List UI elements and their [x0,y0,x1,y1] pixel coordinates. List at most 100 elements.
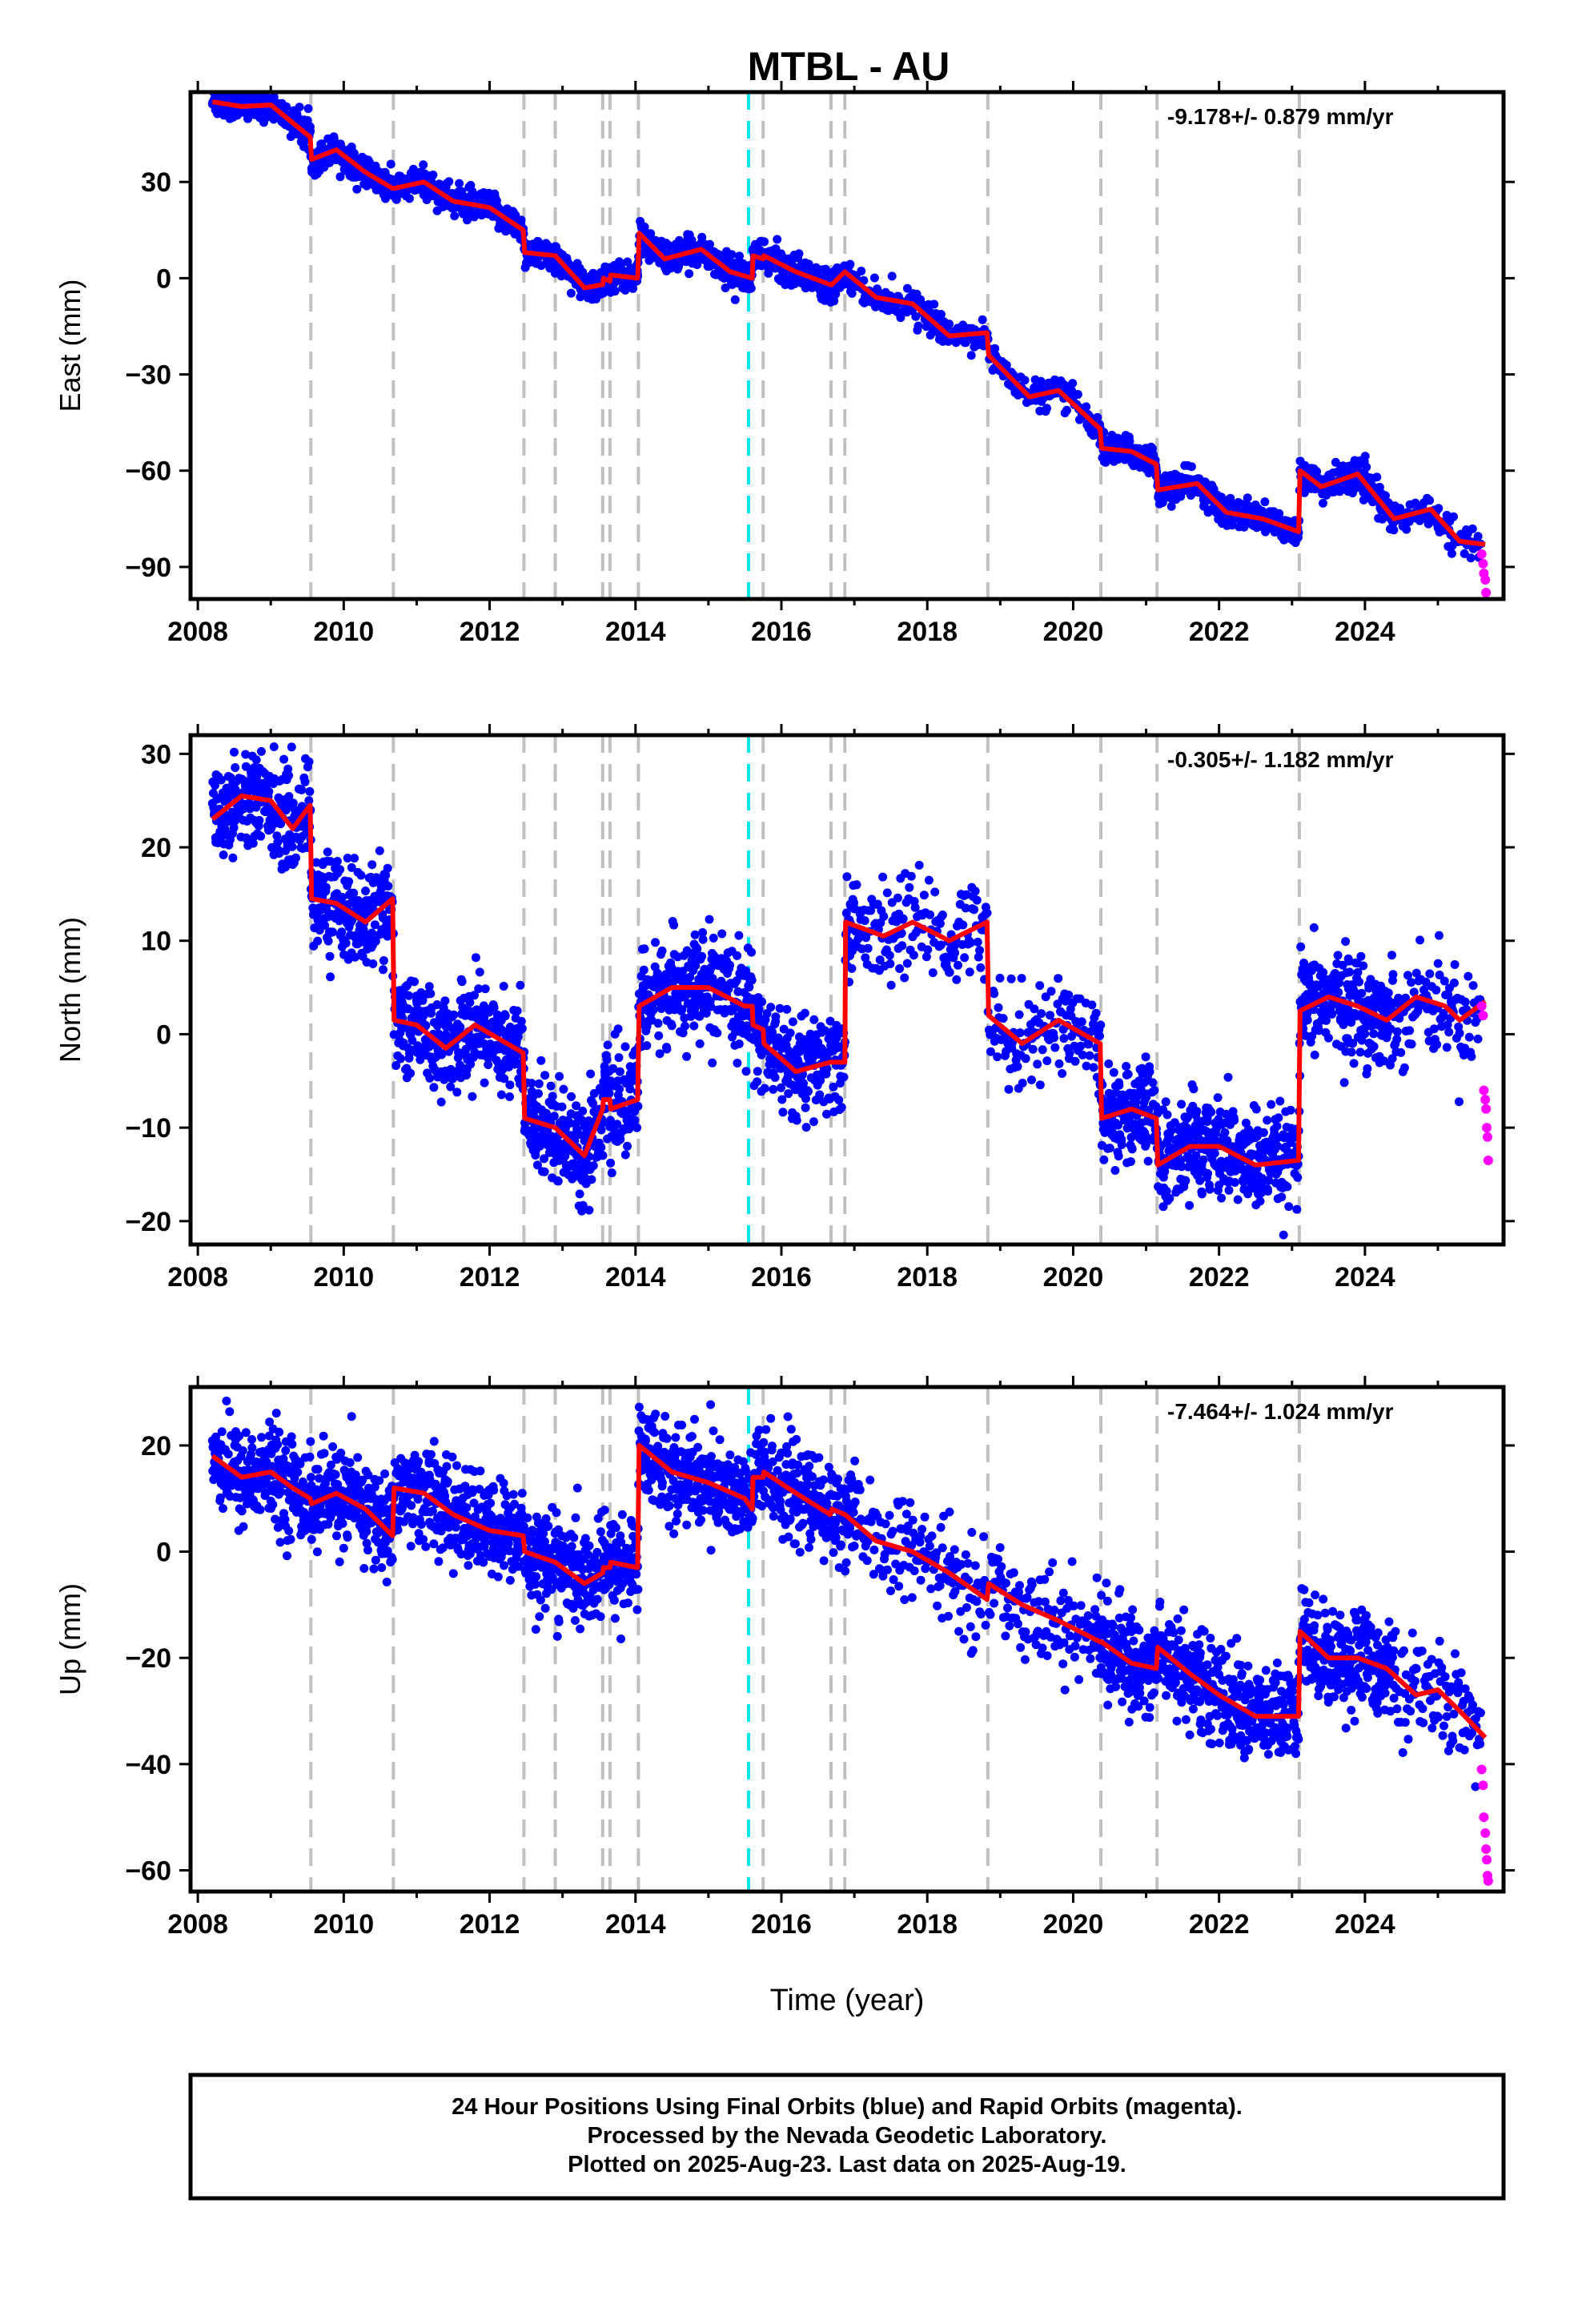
final-orbit-point [1447,549,1456,558]
final-orbit-point [990,989,999,999]
final-orbit-point [456,1023,465,1031]
final-orbit-point [623,1141,632,1151]
final-orbit-point [753,1077,762,1087]
final-orbit-point [911,312,921,321]
final-orbit-point [416,1055,425,1064]
final-orbit-point [801,1103,810,1112]
final-orbit-point [792,1116,801,1125]
final-orbit-point [801,1123,811,1132]
final-orbit-point [602,1055,612,1064]
final-orbit-point [829,296,839,306]
final-orbit-point [347,862,356,872]
final-orbit-point [255,815,264,825]
final-orbit-point [705,915,714,924]
final-orbit-point [480,984,490,994]
final-orbit-point [852,880,861,890]
final-orbit-point [978,315,987,324]
final-orbit-point [1389,525,1399,535]
final-orbit-point [639,965,648,975]
final-orbit-point [794,249,804,259]
final-orbit-point [548,1092,557,1101]
final-orbit-point [229,823,239,833]
final-orbit-point [475,967,484,977]
final-orbit-point [471,953,480,963]
final-orbit-point [615,1084,624,1094]
final-orbit-point [220,825,230,834]
final-orbit-point [860,916,869,926]
final-orbit-point [446,1082,456,1092]
final-orbit-point [653,1019,663,1028]
final-orbit-point [733,1059,742,1068]
final-orbit-point [993,1052,1002,1062]
chart-title: MTBL - AU [748,44,950,89]
final-orbit-point [383,882,393,891]
final-orbit-point [734,931,744,940]
final-orbit-point [682,1051,692,1061]
final-orbit-point [646,229,656,239]
final-orbit-point [785,1028,795,1038]
final-orbit-point [269,742,279,751]
final-orbit-point [287,842,297,851]
final-orbit-point [256,831,266,841]
final-orbit-point [371,936,380,946]
final-orbit-point [754,1005,764,1014]
final-orbit-point [885,959,895,968]
final-orbit-point [370,920,379,930]
final-orbit-point [879,911,889,921]
final-orbit-point [1319,498,1327,508]
final-orbit-point [1093,412,1102,422]
final-orbit-point [909,951,918,960]
final-orbit-point [406,1068,416,1078]
final-orbit-point [1466,553,1476,563]
final-orbit-point [419,160,428,170]
final-orbit-point [440,996,450,1006]
final-orbit-point [426,989,436,999]
final-orbit-point [425,1073,435,1083]
x-tick-label: 2008 [167,617,228,647]
final-orbit-point [349,888,359,898]
final-orbit-point [455,179,464,188]
final-orbit-point [938,911,947,919]
y-tick-label: −30 [125,360,171,391]
final-orbit-point [379,965,387,975]
final-orbit-point [586,1069,596,1079]
final-orbit-point [567,1092,576,1101]
final-orbit-point [511,211,520,220]
final-orbit-point [746,283,756,293]
final-orbit-point [578,1106,588,1116]
final-orbit-point [326,857,335,866]
final-orbit-point [284,770,294,780]
final-orbit-point [408,1035,417,1045]
final-orbit-point [480,1078,489,1088]
final-orbit-point [839,1072,849,1082]
final-orbit-point [300,777,310,786]
final-orbit-point [733,951,742,960]
final-orbit-point [995,973,1005,983]
final-orbit-point [970,905,979,915]
final-orbit-point [1425,496,1435,505]
final-orbit-point [499,982,508,991]
final-orbit-point [283,764,293,774]
final-orbit-point [919,891,929,900]
final-orbit-point [847,288,857,298]
y-tick-label: −90 [125,553,171,583]
final-orbit-point [713,1028,722,1038]
final-orbit-point [613,1024,623,1034]
final-orbit-point [642,1041,652,1051]
final-orbit-point [697,951,707,961]
final-orbit-point [994,1003,1003,1012]
final-orbit-point [367,928,376,938]
final-orbit-point [516,215,526,225]
final-orbit-point [960,953,970,963]
final-orbit-point [950,948,960,958]
final-orbit-point [1082,402,1091,412]
final-orbit-point [295,103,304,112]
final-orbit-point [1434,504,1443,513]
final-orbit-point [248,838,258,848]
final-orbit-point [532,1160,542,1170]
final-orbit-point [975,946,985,955]
final-orbit-point [615,1067,624,1076]
final-orbit-point [356,870,366,880]
final-orbit-point [534,1079,544,1088]
final-orbit-point [323,847,332,857]
